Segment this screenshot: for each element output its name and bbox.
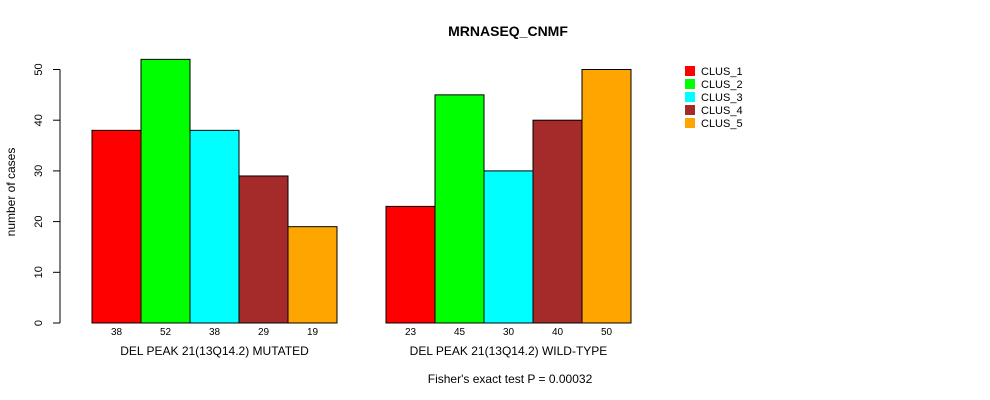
bar [91, 129, 142, 324]
legend-label: CLUS_2 [701, 79, 743, 91]
bar-value-label: 40 [552, 327, 564, 338]
bar-value-label: 19 [307, 327, 319, 338]
legend-label: CLUS_3 [701, 92, 743, 104]
bar-value-label: 38 [209, 327, 221, 338]
y-tick-label: 50 [33, 63, 45, 75]
legend-swatch [685, 79, 695, 89]
legend-label: CLUS_4 [701, 105, 743, 117]
legend-swatch [685, 66, 695, 76]
group-label: DEL PEAK 21(13Q14.2) MUTATED [120, 344, 309, 358]
bar-value-label: 38 [111, 327, 123, 338]
footnote: Fisher's exact test P = 0.00032 [428, 372, 593, 386]
y-axis: 0 10 20 30 40 50 [33, 63, 61, 326]
bar-value-label: 50 [601, 327, 613, 338]
bar [483, 170, 534, 324]
bar-value-label: 30 [503, 327, 515, 338]
y-tick-label: 10 [33, 266, 45, 278]
bar [238, 175, 289, 324]
labels-layer: 38 52 38 29 19 DEL PEAK 21(13Q14.2) MUTATED 23… [111, 327, 613, 358]
bars-layer [91, 58, 632, 324]
legend-label: CLUS_1 [701, 66, 743, 78]
bar-value-label: 23 [405, 327, 417, 338]
y-tick-label: 40 [33, 114, 45, 126]
bar [287, 226, 338, 324]
bar-value-label: 29 [258, 327, 270, 338]
bar-value-label: 52 [160, 327, 172, 338]
y-tick-label: 0 [33, 320, 45, 326]
bar [189, 129, 240, 324]
bar-value-label: 45 [454, 327, 466, 338]
bar [140, 58, 191, 324]
y-tick-label: 20 [33, 215, 45, 227]
bar [532, 119, 583, 324]
bar [581, 69, 632, 324]
legend-label: CLUS_5 [701, 118, 743, 130]
bar [434, 94, 485, 324]
chart-title: MRNASEQ_CNMF [448, 23, 568, 39]
group-label: DEL PEAK 21(13Q14.2) WILD-TYPE [410, 344, 608, 358]
legend-swatch [685, 118, 695, 128]
legend-swatch [685, 105, 695, 115]
y-tick-label: 30 [33, 165, 45, 177]
legend-swatch [685, 92, 695, 102]
y-axis-label: number of cases [4, 148, 18, 237]
bar [385, 205, 436, 324]
